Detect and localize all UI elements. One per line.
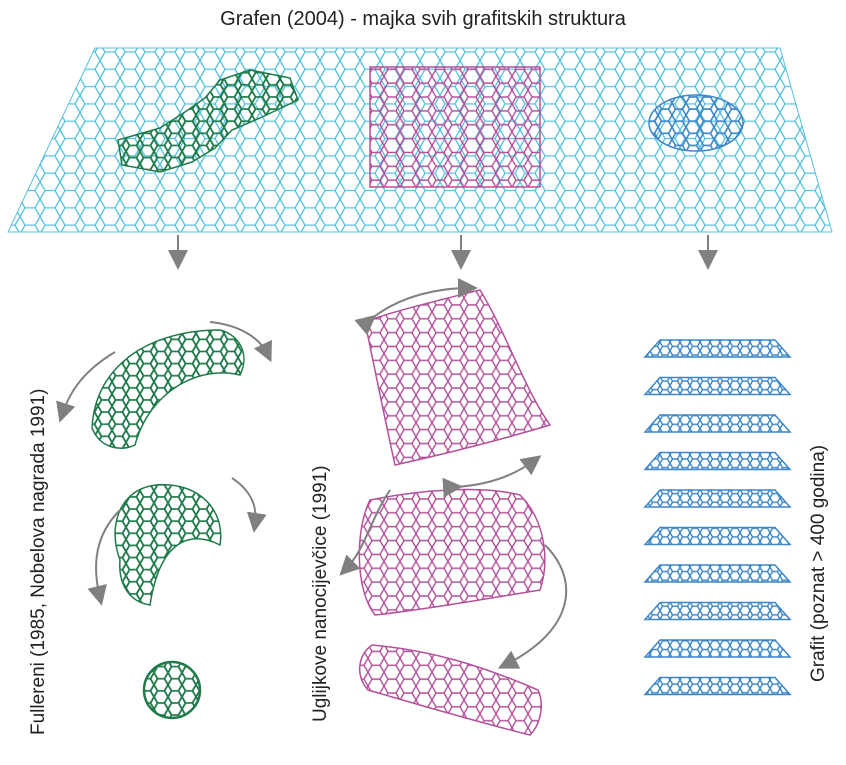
fullerene-column [62, 322, 268, 718]
graphene-graphite-patch [649, 95, 743, 151]
fullerene-sphere [144, 662, 200, 718]
nanotubes-label: Uglijkove nanocijevčice (1991) [310, 465, 332, 722]
graphite-label: Grafit (poznat > 400 godina) [808, 445, 830, 682]
graphite-layer [645, 603, 790, 620]
graphite-stack [645, 340, 790, 695]
graphite-layer [645, 678, 790, 695]
nanotube-arrow-2 [455, 460, 535, 487]
nanotube-column [345, 288, 566, 735]
nanotube-curved-sheet [365, 290, 550, 465]
graphene-sheet [8, 48, 832, 232]
graphite-layer [645, 528, 790, 545]
graphite-layer [645, 415, 790, 432]
nanotube-full-tube [360, 645, 542, 735]
fullerene-curl-arrow-4 [232, 478, 256, 525]
graphite-layer [645, 490, 790, 507]
fullerene-fragment-1 [92, 330, 244, 448]
nanotube-half-tube [359, 490, 545, 615]
graphite-layer [645, 340, 790, 357]
down-arrows [178, 235, 708, 262]
graphite-layer [645, 378, 790, 395]
fullerenes-label: Fullereni (1985, Nobelova nagrada 1991) [28, 389, 50, 735]
graphite-layer [645, 453, 790, 470]
graphite-layer [645, 565, 790, 582]
graphene-nanotube-patch [370, 67, 540, 187]
graphite-layer [645, 640, 790, 657]
fullerene-fragment-2 [115, 485, 221, 605]
